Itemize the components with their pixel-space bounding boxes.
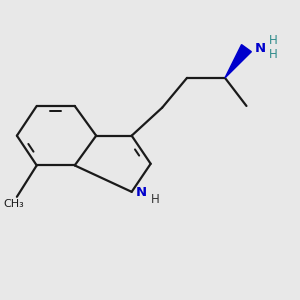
Text: H: H [269, 48, 278, 61]
Text: H: H [150, 193, 159, 206]
Text: N: N [136, 186, 147, 200]
Text: H: H [269, 34, 278, 47]
Text: CH₃: CH₃ [3, 199, 24, 209]
Polygon shape [225, 45, 251, 78]
Text: N: N [255, 42, 266, 55]
